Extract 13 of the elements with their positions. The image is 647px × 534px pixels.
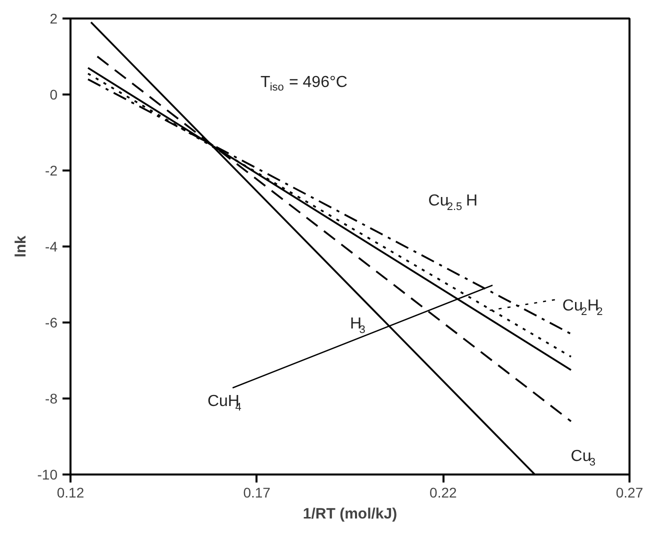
x-tick-label: 0.17 xyxy=(243,484,271,500)
x-tick-label: 0.22 xyxy=(430,484,458,500)
x-tick-label: 0.27 xyxy=(616,484,644,500)
y-tick-label: -8 xyxy=(45,390,58,406)
y-tick-label: 0 xyxy=(50,86,58,102)
y-tick-label: -2 xyxy=(45,162,58,178)
x-tick-label: 0.12 xyxy=(56,484,84,500)
y-tick-label: -4 xyxy=(45,238,58,254)
x-axis-title: 1/RT (mol/kJ) xyxy=(302,506,398,522)
y-tick-label: -10 xyxy=(37,466,58,482)
y-tick-label: 2 xyxy=(50,10,58,26)
y-tick-label: -6 xyxy=(45,314,58,330)
y-axis-title: lnk xyxy=(12,235,30,258)
